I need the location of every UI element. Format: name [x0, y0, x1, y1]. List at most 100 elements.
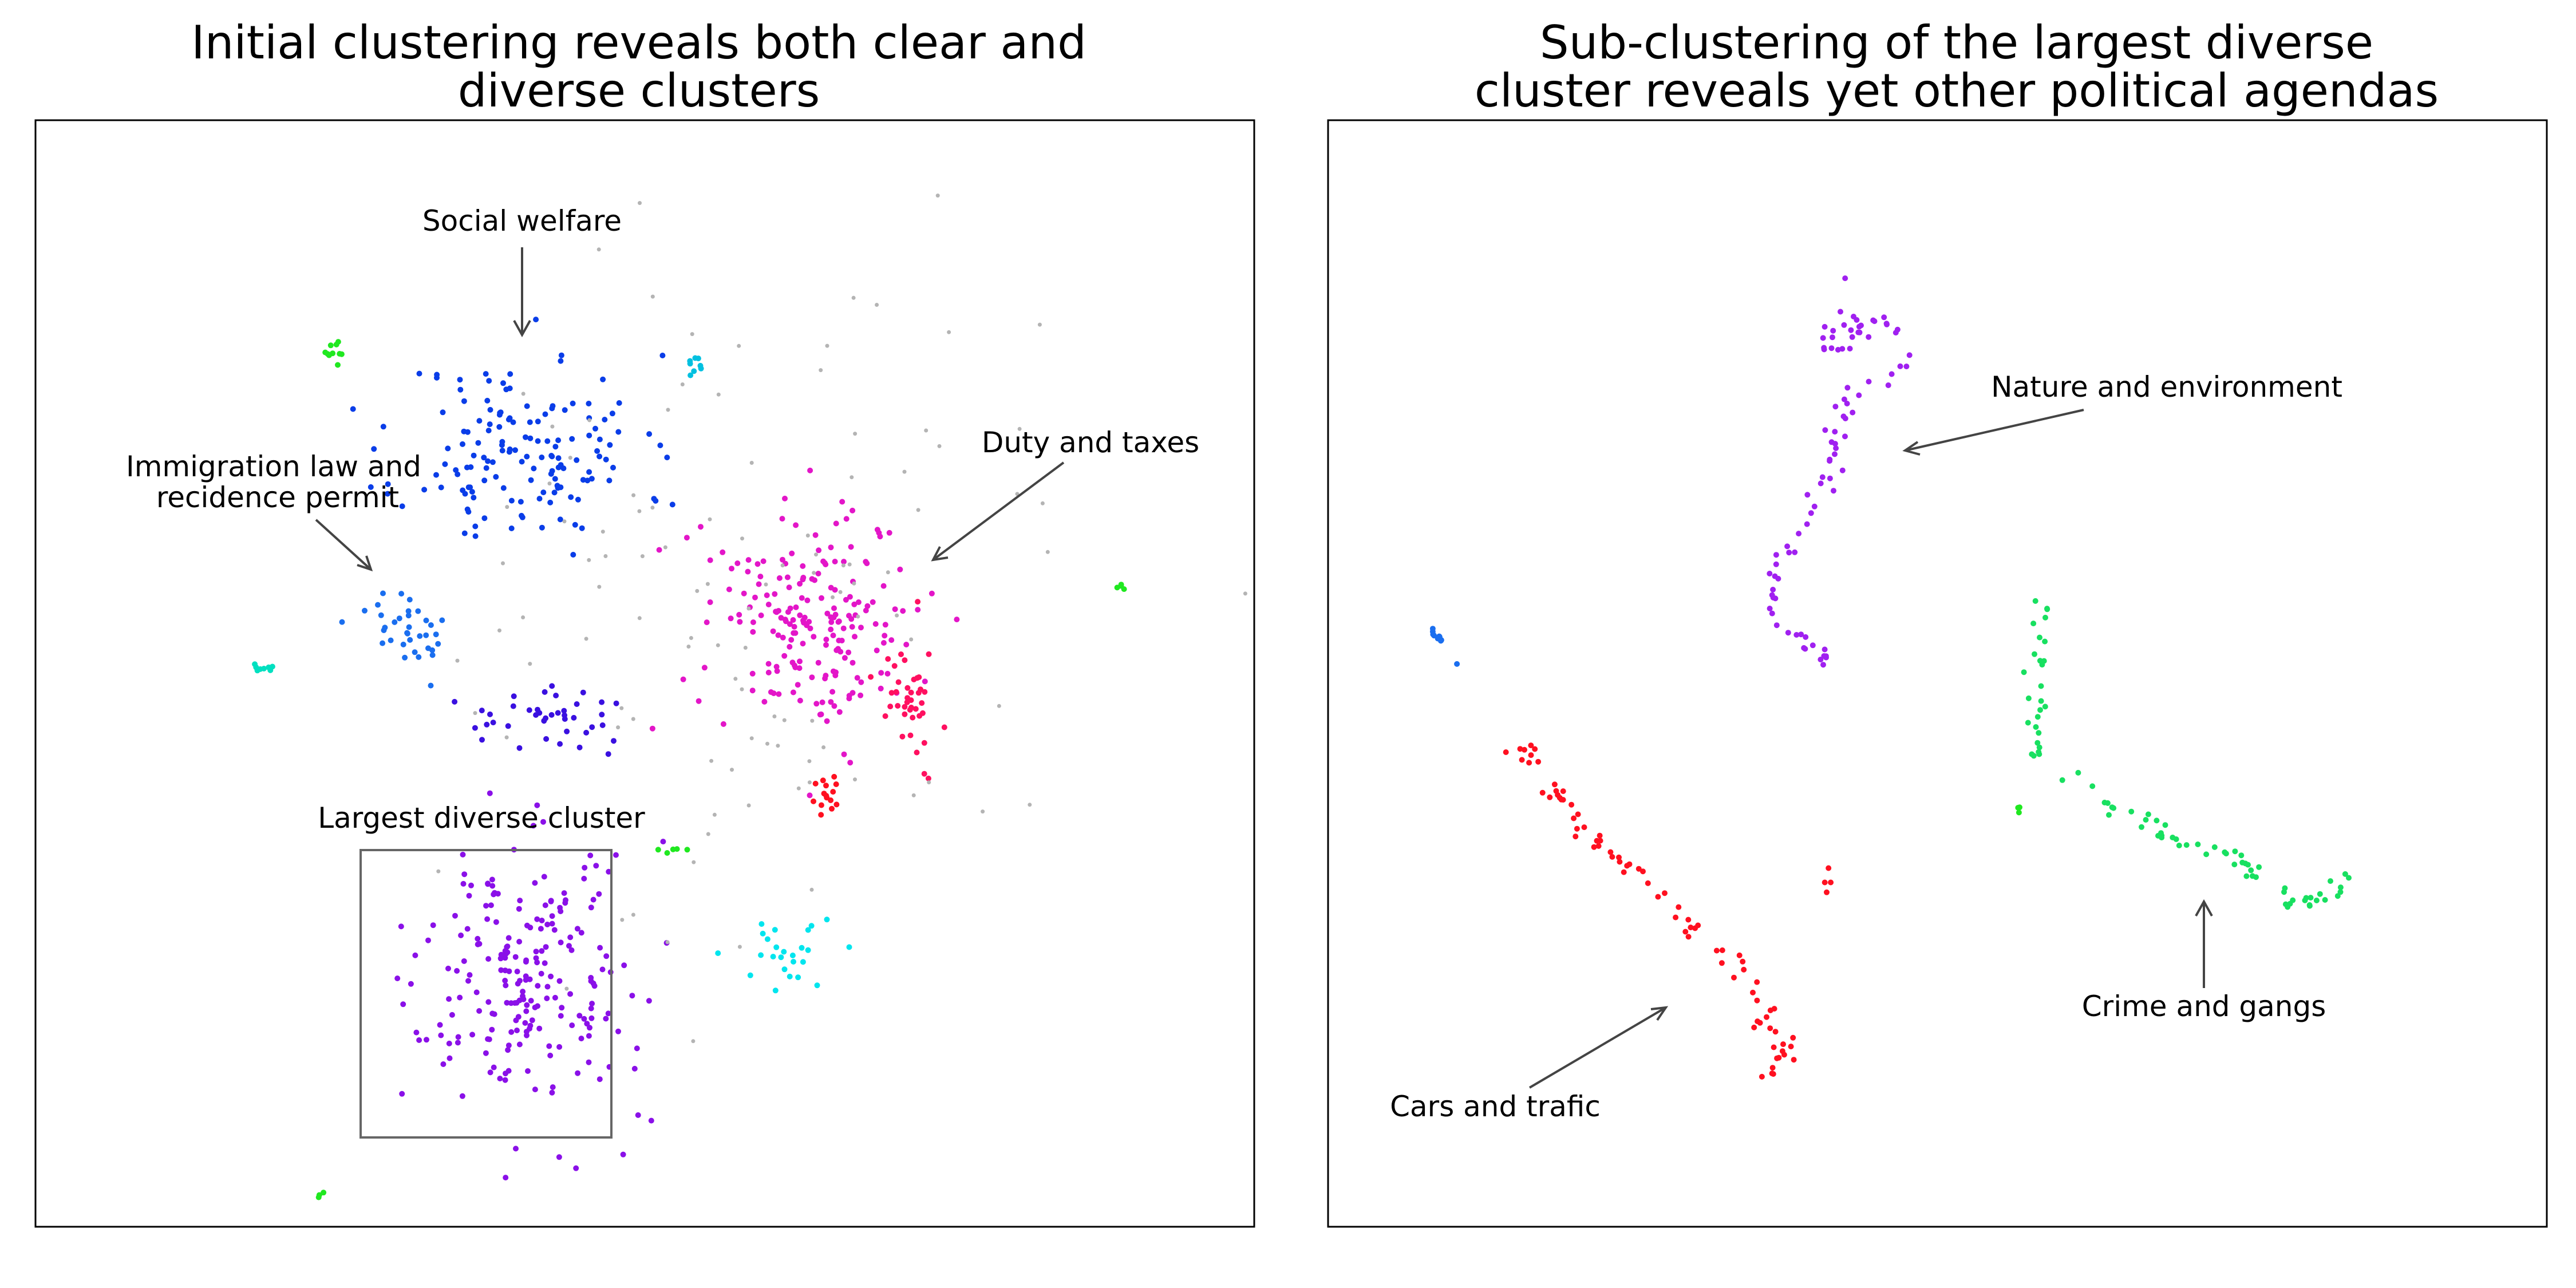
- right-point-s3-4: [1429, 626, 1436, 632]
- right-point-s0-74: [1842, 416, 1848, 421]
- left-point-s3-37: [793, 522, 799, 528]
- left-point-s14-34: [650, 505, 655, 510]
- left-point-s14-35: [597, 584, 602, 589]
- left-point-s3-157: [831, 605, 837, 611]
- left-point-s0-99: [485, 428, 492, 434]
- left-point-s4-31: [919, 700, 925, 706]
- left-point-s3-85: [872, 621, 879, 627]
- left-point-s6-198: [517, 898, 523, 904]
- left-point-s0-122: [669, 501, 675, 508]
- left-point-s0-88: [476, 418, 483, 424]
- left-point-s6-159: [527, 924, 534, 931]
- left-point-s6-154: [536, 1025, 543, 1032]
- left-point-s4-18: [907, 732, 914, 738]
- right-point-s1-18: [1731, 974, 1737, 981]
- left-point-s14-22: [547, 481, 552, 486]
- left-point-s3-155: [816, 547, 822, 554]
- left-point-s3-160: [774, 668, 780, 674]
- left-point-s0-139: [512, 447, 518, 453]
- left-point-s14-73: [937, 444, 942, 448]
- right-point-s2-28: [2036, 730, 2042, 736]
- left-point-s14-71: [637, 509, 642, 513]
- left-point-s14-97: [504, 735, 509, 740]
- left-point-s3-56: [707, 599, 713, 605]
- left-point-s1-18: [404, 630, 410, 636]
- left-point-s3-46: [886, 530, 892, 536]
- left-point-s6-114: [635, 1112, 641, 1118]
- left-point-s6-78: [505, 1047, 511, 1053]
- left-point-s0-57: [445, 445, 451, 452]
- right-point-s0-36: [1849, 334, 1855, 340]
- left-point-s5-14: [821, 791, 827, 797]
- left-point-s0-28: [574, 457, 580, 463]
- right-point-s1-73: [1779, 1048, 1785, 1054]
- left-point-s14-2: [1017, 426, 1022, 431]
- left-point-s0-101: [531, 465, 537, 472]
- left-point-s2-38: [580, 689, 586, 696]
- left-point-s0-75: [558, 352, 564, 358]
- right-point-s2-13: [2342, 871, 2348, 877]
- left-point-s5-13: [830, 789, 836, 795]
- left-point-s3-196: [837, 649, 844, 655]
- left-point-s0-40: [542, 411, 548, 417]
- right-point-s1-4: [1719, 947, 1725, 953]
- left-point-s0-111: [385, 491, 391, 497]
- left-point-s14-100: [805, 534, 810, 538]
- left-point-s0-146: [600, 376, 606, 382]
- left-point-s3-117: [779, 516, 785, 522]
- right-point-s2-72: [2322, 897, 2328, 903]
- left-point-s0-16: [368, 484, 374, 490]
- left-point-s0-136: [524, 403, 530, 409]
- left-point-s14-80: [631, 912, 635, 917]
- left-point-s3-121: [786, 584, 792, 591]
- left-point-s14-51: [691, 1039, 696, 1044]
- right-point-s0-82: [1838, 309, 1843, 315]
- left-point-s4-11: [925, 775, 931, 781]
- right-point-s2-82: [2159, 835, 2165, 841]
- left-point-s3-122: [698, 524, 704, 530]
- arrowhead-nature-environment: [1902, 441, 1921, 456]
- left-point-s0-135: [468, 464, 474, 470]
- right-point-s0-81: [1832, 429, 1838, 435]
- annotation-largest-diverse-cluster: Largest diverse cluster: [318, 801, 645, 835]
- right-point-s1-43: [1772, 1029, 1779, 1035]
- left-point-s3-98: [704, 619, 710, 626]
- left-point-s6-54: [634, 1045, 640, 1052]
- left-point-s6-38: [582, 864, 588, 871]
- arrowhead-cars-trafic: [1650, 1006, 1669, 1021]
- left-point-s6-174: [563, 897, 568, 903]
- left-point-s6-182: [584, 1021, 590, 1027]
- left-point-s1-5: [405, 608, 412, 614]
- left-point-s6-109: [460, 880, 467, 887]
- right-point-s2-6: [2238, 852, 2245, 859]
- left-point-s7-12: [795, 974, 801, 981]
- left-point-s3-144: [734, 560, 741, 566]
- right-point-s1-49: [1547, 794, 1553, 800]
- right-point-s1-77: [1771, 1044, 1777, 1050]
- right-point-s0-59: [1844, 385, 1851, 391]
- right-point-s0-77: [1785, 630, 1791, 636]
- right-point-s1-40: [1776, 1054, 1782, 1061]
- left-point-s3-68: [797, 612, 803, 618]
- left-point-s7-7: [778, 954, 784, 961]
- left-point-s6-138: [556, 978, 563, 984]
- left-point-s3-130: [750, 629, 756, 635]
- right-point-s0-18: [1822, 323, 1828, 330]
- left-point-s0-92: [385, 481, 391, 487]
- left-point-s4-12: [915, 599, 921, 605]
- left-point-s14-90: [749, 461, 754, 465]
- left-point-s3-0: [726, 586, 732, 592]
- arrowhead-social-welfare: [513, 320, 531, 338]
- left-point-s6-32: [551, 927, 558, 933]
- left-point-s6-169: [491, 1011, 497, 1017]
- right-point-s2-14: [2042, 614, 2048, 621]
- right-point-s2-12: [2128, 808, 2135, 815]
- left-point-s6-199: [520, 993, 526, 999]
- left-point-s0-79: [471, 452, 477, 459]
- left-point-s0-35: [460, 487, 466, 493]
- right-point-s2-19: [2029, 751, 2035, 757]
- right-point-s5-1: [1824, 889, 1830, 895]
- left-point-s0-144: [483, 465, 489, 471]
- left-point-s3-62: [760, 558, 767, 564]
- left-point-s3-108: [780, 556, 785, 563]
